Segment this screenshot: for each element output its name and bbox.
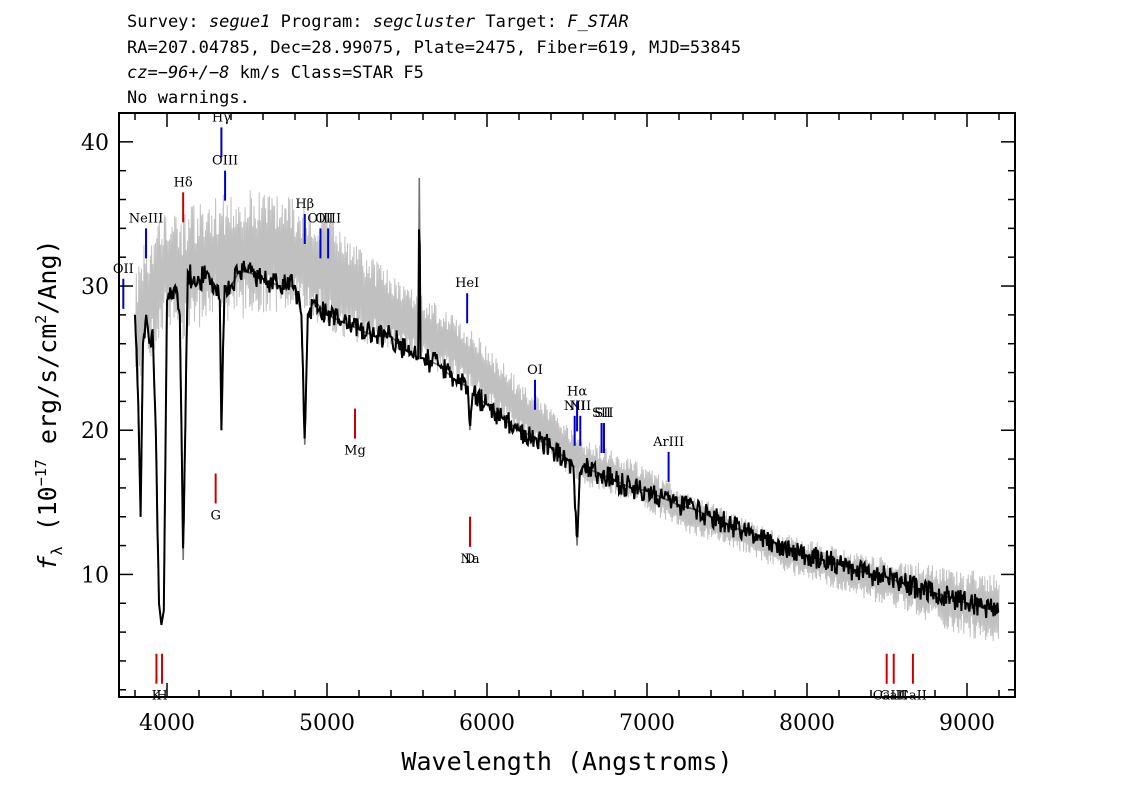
emission-line-label-5: Hβ — [295, 197, 314, 212]
emission-line-label-11: Hα — [567, 384, 587, 399]
plot-frame — [118, 112, 1016, 698]
header-line-2: RA=207.04785, Dec=28.99075, Plate=2475, … — [127, 38, 741, 58]
x-axis-title: Wavelength (Angstroms) — [401, 747, 732, 776]
emission-line-label-0: OII — [113, 262, 134, 277]
emission-line-label-14: SII — [594, 406, 613, 421]
emission-line-label-13: SII — [592, 406, 611, 421]
y-axis-title: fλ (10−17 erg/s/cm2/Ang) — [32, 239, 66, 570]
emission-line-label-10: NII — [564, 399, 586, 414]
absorption-line-label-3: Mg — [344, 444, 366, 459]
error-band-series — [134, 190, 1000, 642]
emission-line-label-6: OIII — [307, 211, 333, 226]
x-tick-label-4000: 4000 — [139, 711, 195, 736]
x-tick-label-6000: 6000 — [459, 711, 515, 736]
y-tick-label-40: 40 — [81, 131, 109, 156]
emission-line-label-4: OIII — [212, 154, 238, 169]
x-tick-label-5000: 5000 — [299, 711, 355, 736]
absorption-line-label-5: D — [465, 552, 475, 567]
y-tick-label-30: 30 — [81, 275, 109, 300]
plot-border — [118, 112, 1016, 698]
emission-line-label-7: OIII — [315, 211, 341, 226]
emission-line-label-3: Hγ — [212, 110, 231, 125]
x-tick-label-9000: 9000 — [939, 711, 995, 736]
emission-line-label-12: NII — [569, 399, 591, 414]
plot-area — [134, 177, 1000, 642]
y-tick-label-20: 20 — [81, 419, 109, 444]
flux-series — [134, 229, 1000, 626]
emission-line-label-8: HeI — [455, 276, 479, 291]
y-tick-label-10: 10 — [81, 563, 109, 588]
emission-line-label-2: Hδ — [174, 175, 193, 190]
header-line-3: cz=−96+/−8 km/s Class=STAR F5 — [127, 63, 424, 83]
flux-trend — [134, 177, 1000, 626]
header-block: Survey: segue1 Program: segcluster Targe… — [127, 12, 741, 108]
emission-line-label-1: NeIII — [129, 211, 163, 226]
x-tick-label-7000: 7000 — [619, 711, 675, 736]
emission-line-label-9: OI — [527, 363, 543, 378]
absorption-line-label-2: G — [210, 508, 220, 523]
absorption-line-label-4: Na — [460, 552, 479, 567]
x-tick-label-8000: 8000 — [779, 711, 835, 736]
header-line-1: Survey: segue1 Program: segcluster Targe… — [127, 12, 629, 32]
emission-line-label-15: ArIII — [652, 435, 684, 450]
header-line-4: No warnings. — [127, 88, 250, 108]
tick-labels: 4000 5000 6000 7000 8000 9000 10 20 30 40 — [81, 131, 995, 736]
